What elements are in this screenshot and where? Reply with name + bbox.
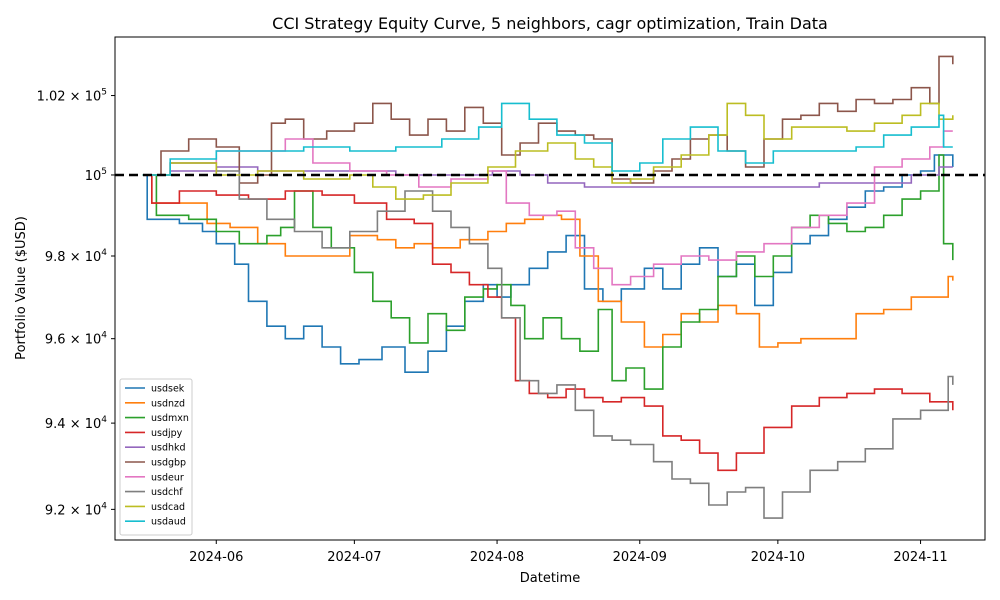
x-tick-label: 2024-10 [751,550,805,565]
x-tick-label: 2024-08 [470,550,524,565]
x-tick-label: 2024-07 [327,550,381,565]
plot-frame [114,36,986,541]
y-tick-label: 1.02 × 105 [37,88,107,105]
series-line-usdjpy [142,174,954,472]
legend: usdsek usdnzd usdmxn usdjpy usdhkd usdgbp usde… [119,378,193,536]
y-tick-label: 9.2 × 104 [45,501,107,518]
y-tick-label: 9.8 × 104 [45,248,107,265]
legend-label-usdjpy: usdjpy [151,428,183,439]
legend-label-usdmxn: usdmxn [151,413,189,424]
series-line-usdsek [142,154,954,373]
legend-label-usdnzd: usdnzd [151,398,185,409]
series-line-usdhkd [142,166,953,188]
y-axis-label: Portfolio Value ($USD) [14,216,29,360]
x-tick-label: 2024-11 [893,550,947,565]
series-line-usdeur [142,130,953,286]
chart-title: CCI Strategy Equity Curve, 5 neighbors, … [272,14,828,33]
legend-label-usdeur: usdeur [151,472,184,483]
series-line-usdgbp [142,55,954,184]
series-line-usdnzd [142,174,954,348]
legend-label-usdaud: usdaud [151,517,186,528]
legend-label-usdcad: usdcad [151,502,185,513]
series-line-usdchf [142,162,954,519]
legend-label-usdgbp: usdgbp [151,458,186,469]
plot-lines [142,55,954,519]
y-tick-label: 9.4 × 104 [45,415,107,432]
series-line-usdaud [142,102,953,176]
y-axis: 9.2 × 104 9.4 × 104 9.6 × 104 9.8 × 104 105 1… [37,88,115,518]
x-axis: 2024-06 2024-07 2024-08 2024-09 2024-10 2024-… [189,540,948,565]
legend-label-usdhkd: usdhkd [151,443,186,454]
y-tick-label: 9.6 × 104 [45,331,107,348]
x-tick-label: 2024-06 [189,550,243,565]
legend-label-usdchf: usdchf [151,487,183,498]
y-tick-label: 105 [85,167,107,184]
legend-label-usdsek: usdsek [151,384,185,395]
x-axis-label: Datetime [520,571,580,586]
x-tick-label: 2024-09 [613,550,667,565]
series-line-usdmxn [142,154,954,390]
